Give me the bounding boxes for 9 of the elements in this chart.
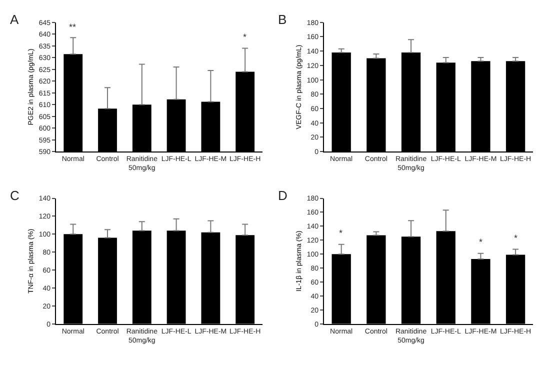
annotation: ** (69, 22, 76, 32)
annotation: * (339, 228, 343, 238)
chart-title: D (278, 188, 288, 203)
annotation: * (514, 233, 518, 243)
chart-title: C (10, 188, 20, 203)
annotation: * (479, 237, 483, 247)
chart-title: A (10, 12, 19, 27)
chart-title: B (278, 12, 287, 27)
annotation: * (243, 32, 247, 42)
